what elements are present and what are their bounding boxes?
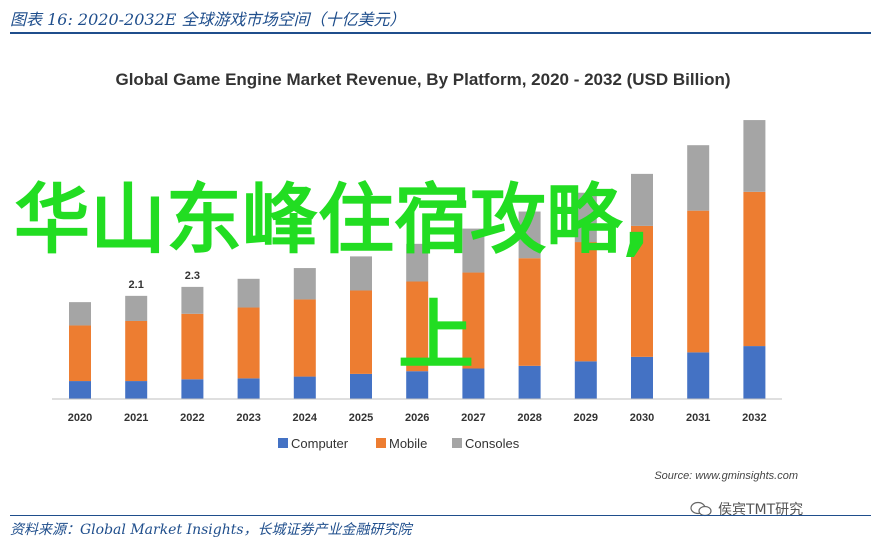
bar-consoles-2032 [743,120,766,192]
bar-consoles-2024 [293,268,316,300]
bar-mobile-2020 [69,325,91,382]
legend-swatch-mobile [376,438,386,448]
bar-consoles-2020 [69,302,91,326]
bars-group [69,120,766,399]
bar-mobile-2032 [743,191,766,347]
overlay-text-2: 上 [398,291,474,380]
x-tick-label: 2028 [517,412,541,424]
bar-mobile-2029 [574,242,597,362]
bar-consoles-2026 [406,243,429,282]
legend-swatch-computer [278,438,288,448]
bar-mobile-2022 [181,313,204,380]
x-tick-label: 2029 [574,412,598,424]
bar-computer-2026 [406,371,429,399]
legend-swatch-consoles [452,438,462,448]
bar-computer-2023 [237,378,260,399]
wechat-icon [690,501,712,517]
data-label: 2.3 [185,270,200,282]
bar-consoles-2030 [631,173,653,226]
x-tick-label: 2025 [349,412,373,424]
x-tick-label: 2023 [236,412,260,424]
bar-mobile-2021 [125,320,148,382]
bar-computer-2024 [293,376,316,399]
bar-consoles-2028 [518,211,541,259]
bar-consoles-2021 [125,295,148,321]
bar-computer-2021 [125,381,148,399]
bar-consoles-2022 [181,286,204,314]
x-tick-label: 2032 [742,412,766,424]
bar-computer-2032 [743,346,766,399]
legend-label-mobile: Mobile [389,436,427,451]
bar-mobile-2026 [406,281,429,372]
bar-mobile-2031 [687,210,710,353]
bar-computer-2020 [69,381,91,399]
bar-consoles-2023 [237,278,260,308]
bar-mobile-2027 [462,272,485,369]
legend: Computer Mobile Consoles [278,436,520,451]
chart-source: Source: www.gminsights.com [654,470,798,482]
bar-mobile-2024 [293,299,316,377]
x-tick-label: 2027 [461,412,485,424]
x-tick-label: 2022 [180,412,204,424]
x-tick-label: 2021 [124,412,148,424]
data-label: 2.1 [129,279,144,291]
bar-consoles-2029 [574,192,597,243]
x-tick-label: 2030 [630,412,654,424]
caption-rule [10,32,871,34]
bar-computer-2022 [181,379,204,399]
footer-rule [10,515,871,516]
footer-source: 资料来源：Global Market Insights，长城证券产业金融研究院 [10,522,412,538]
bar-mobile-2023 [237,307,260,379]
overlay-text: 华山东峰住宿攻略, [14,175,651,264]
x-tick-label: 2020 [68,412,92,424]
bar-computer-2027 [462,368,485,399]
legend-label-consoles: Consoles [465,436,520,451]
x-tick-label: 2026 [405,412,429,424]
figure-caption: 图表 16: 2020-2032E 全球游戏市场空间（十亿美元） [10,10,406,29]
x-tick-label: 2031 [686,412,710,424]
data-labels: 2.1 2.3 [129,270,200,291]
bar-computer-2030 [631,356,653,399]
legend-label-computer: Computer [291,436,349,451]
x-tick-labels: 2020 2021 2022 2023 2024 2025 2026 2027 2028 2029… [68,412,767,424]
watermark: 侯宾TMT研究 [690,499,803,519]
x-tick-label: 2024 [293,412,318,424]
bar-consoles-2025 [350,256,372,291]
bar-computer-2025 [350,373,372,399]
bar-mobile-2025 [350,290,372,374]
chart-title: Global Game Engine Market Revenue, By Pl… [115,70,730,89]
watermark-text: 侯宾TMT研究 [718,502,804,518]
bar-mobile-2028 [518,258,541,366]
bar-computer-2029 [574,361,597,399]
bar-consoles-2031 [687,145,710,211]
bar-computer-2031 [687,352,710,399]
bar-mobile-2030 [631,225,653,357]
bar-computer-2028 [518,365,541,399]
bar-consoles-2027 [462,228,485,273]
